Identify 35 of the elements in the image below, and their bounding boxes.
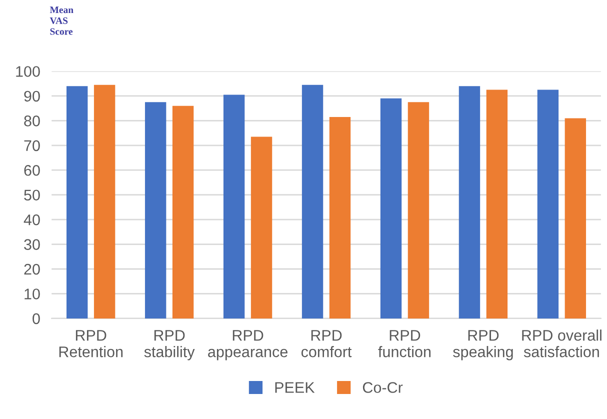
y-tick-label: 100 [16,66,40,77]
bar [94,84,116,318]
y-tick-label: 90 [24,90,40,102]
y-tick-label: 50 [24,190,40,201]
x-tick-label: RPD speaking [453,330,513,360]
bar [486,90,508,318]
y-tick-label: 20 [24,264,40,275]
bar [408,102,430,318]
bar [223,94,245,318]
bar [250,136,272,318]
bar [564,118,586,318]
bar [172,106,194,318]
bar [380,98,402,318]
y-tick-label: 30 [24,239,40,250]
legend-label: PEEK [275,382,315,393]
x-tick-label: RPD comfort [301,330,352,358]
y-tick-label: 60 [24,164,40,176]
bar [537,90,559,318]
y-tick-label: 80 [24,116,40,126]
legend-label: Co-Cr [362,382,403,393]
x-tick-label: RPD function [378,330,431,358]
x-tick-label: RPD Retention [59,330,123,358]
y-tick-label: 70 [24,140,40,152]
x-tick-label: RPD appearance [208,330,288,360]
y-tick-label: 10 [24,288,40,300]
x-tick-label: RPD overall satisfaction [522,330,602,358]
y-axis-title: Mean VAS Score [50,6,74,35]
y-tick-label: 40 [24,214,40,226]
y-tick-label: 0 [32,313,40,324]
bar [458,86,480,318]
bar [302,84,324,318]
bar [66,86,88,318]
x-tick-label: RPD stability [144,330,195,360]
bar [144,102,166,318]
bar [329,116,351,318]
